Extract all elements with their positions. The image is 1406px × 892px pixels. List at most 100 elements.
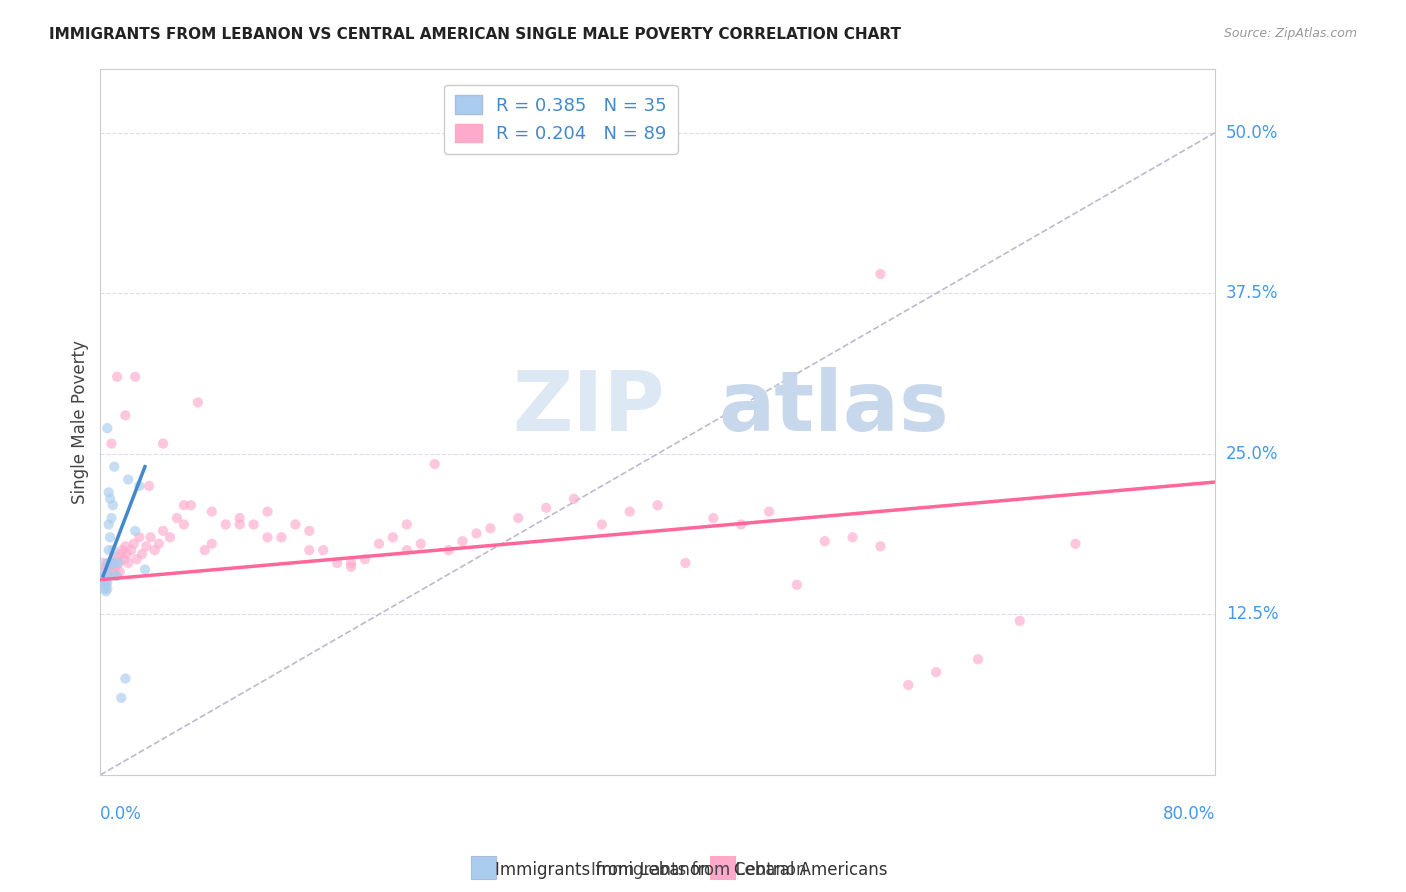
Point	[152, 524, 174, 538]
Point	[869, 267, 891, 281]
Point	[101, 543, 124, 558]
Point	[97, 517, 120, 532]
Point	[925, 665, 948, 680]
Point	[298, 543, 321, 558]
Text: Immigrants from Lebanon: Immigrants from Lebanon	[495, 861, 710, 879]
Point	[284, 517, 307, 532]
Point	[173, 517, 195, 532]
Point	[105, 569, 128, 583]
Text: 37.5%: 37.5%	[1226, 285, 1278, 302]
Point	[562, 491, 585, 506]
Point	[702, 511, 724, 525]
Point	[114, 672, 136, 686]
Point	[120, 543, 142, 558]
Point	[94, 584, 117, 599]
Point	[93, 565, 115, 579]
Point	[354, 552, 377, 566]
Point	[591, 517, 613, 532]
Point	[201, 505, 224, 519]
Point	[312, 543, 335, 558]
Point	[107, 556, 129, 570]
Point	[128, 530, 150, 544]
Point	[1008, 614, 1031, 628]
Point	[228, 517, 250, 532]
Point	[110, 690, 132, 705]
Point	[125, 552, 148, 566]
Point	[814, 534, 837, 549]
Y-axis label: Single Male Poverty: Single Male Poverty	[72, 340, 89, 504]
Point	[101, 498, 124, 512]
Point	[100, 562, 122, 576]
Point	[139, 530, 162, 544]
Point	[619, 505, 641, 519]
Point	[128, 479, 150, 493]
Point	[242, 517, 264, 532]
Point	[159, 530, 181, 544]
Point	[180, 498, 202, 512]
Point	[97, 562, 120, 576]
Point	[730, 517, 752, 532]
Point	[98, 491, 121, 506]
Text: ZIP: ZIP	[513, 368, 665, 448]
Point	[215, 517, 238, 532]
Point	[256, 505, 278, 519]
Point	[96, 556, 118, 570]
Text: 25.0%: 25.0%	[1226, 445, 1278, 463]
Point	[103, 565, 125, 579]
Point	[105, 549, 128, 564]
Point	[131, 547, 153, 561]
Point	[841, 530, 863, 544]
Point	[97, 543, 120, 558]
Text: 50.0%: 50.0%	[1226, 124, 1278, 142]
Point	[114, 409, 136, 423]
Point	[96, 575, 118, 590]
Point	[143, 543, 166, 558]
Text: 0.0%: 0.0%	[100, 805, 142, 823]
Point	[194, 543, 217, 558]
Point	[91, 569, 114, 583]
Point	[94, 559, 117, 574]
Point	[93, 578, 115, 592]
Point	[647, 498, 669, 512]
Point	[270, 530, 292, 544]
Point	[228, 511, 250, 525]
Point	[105, 369, 128, 384]
Point	[93, 575, 115, 590]
Point	[758, 505, 780, 519]
Point	[96, 569, 118, 583]
Point	[103, 556, 125, 570]
Point	[340, 556, 363, 570]
Point	[107, 556, 129, 570]
Point	[508, 511, 530, 525]
Point	[437, 543, 460, 558]
Point	[104, 569, 127, 583]
Text: Central Americans: Central Americans	[734, 861, 887, 879]
Point	[94, 578, 117, 592]
Point	[135, 539, 157, 553]
Point	[256, 530, 278, 544]
Point	[122, 537, 145, 551]
Point	[104, 559, 127, 574]
Text: 12.5%: 12.5%	[1226, 606, 1278, 624]
Point	[395, 543, 418, 558]
Point	[166, 511, 188, 525]
Point	[91, 556, 114, 570]
Point	[465, 526, 488, 541]
Point	[97, 559, 120, 574]
Point	[110, 547, 132, 561]
Point	[117, 556, 139, 570]
Point	[201, 537, 224, 551]
Point	[451, 534, 474, 549]
Point	[108, 565, 131, 579]
Point	[534, 500, 557, 515]
Point	[152, 436, 174, 450]
Point	[97, 485, 120, 500]
Point	[786, 578, 808, 592]
Point	[326, 556, 349, 570]
Point	[98, 556, 121, 570]
Text: atlas: atlas	[718, 368, 949, 448]
Point	[381, 530, 404, 544]
Point	[173, 498, 195, 512]
Point	[112, 552, 135, 566]
Point	[111, 543, 134, 558]
